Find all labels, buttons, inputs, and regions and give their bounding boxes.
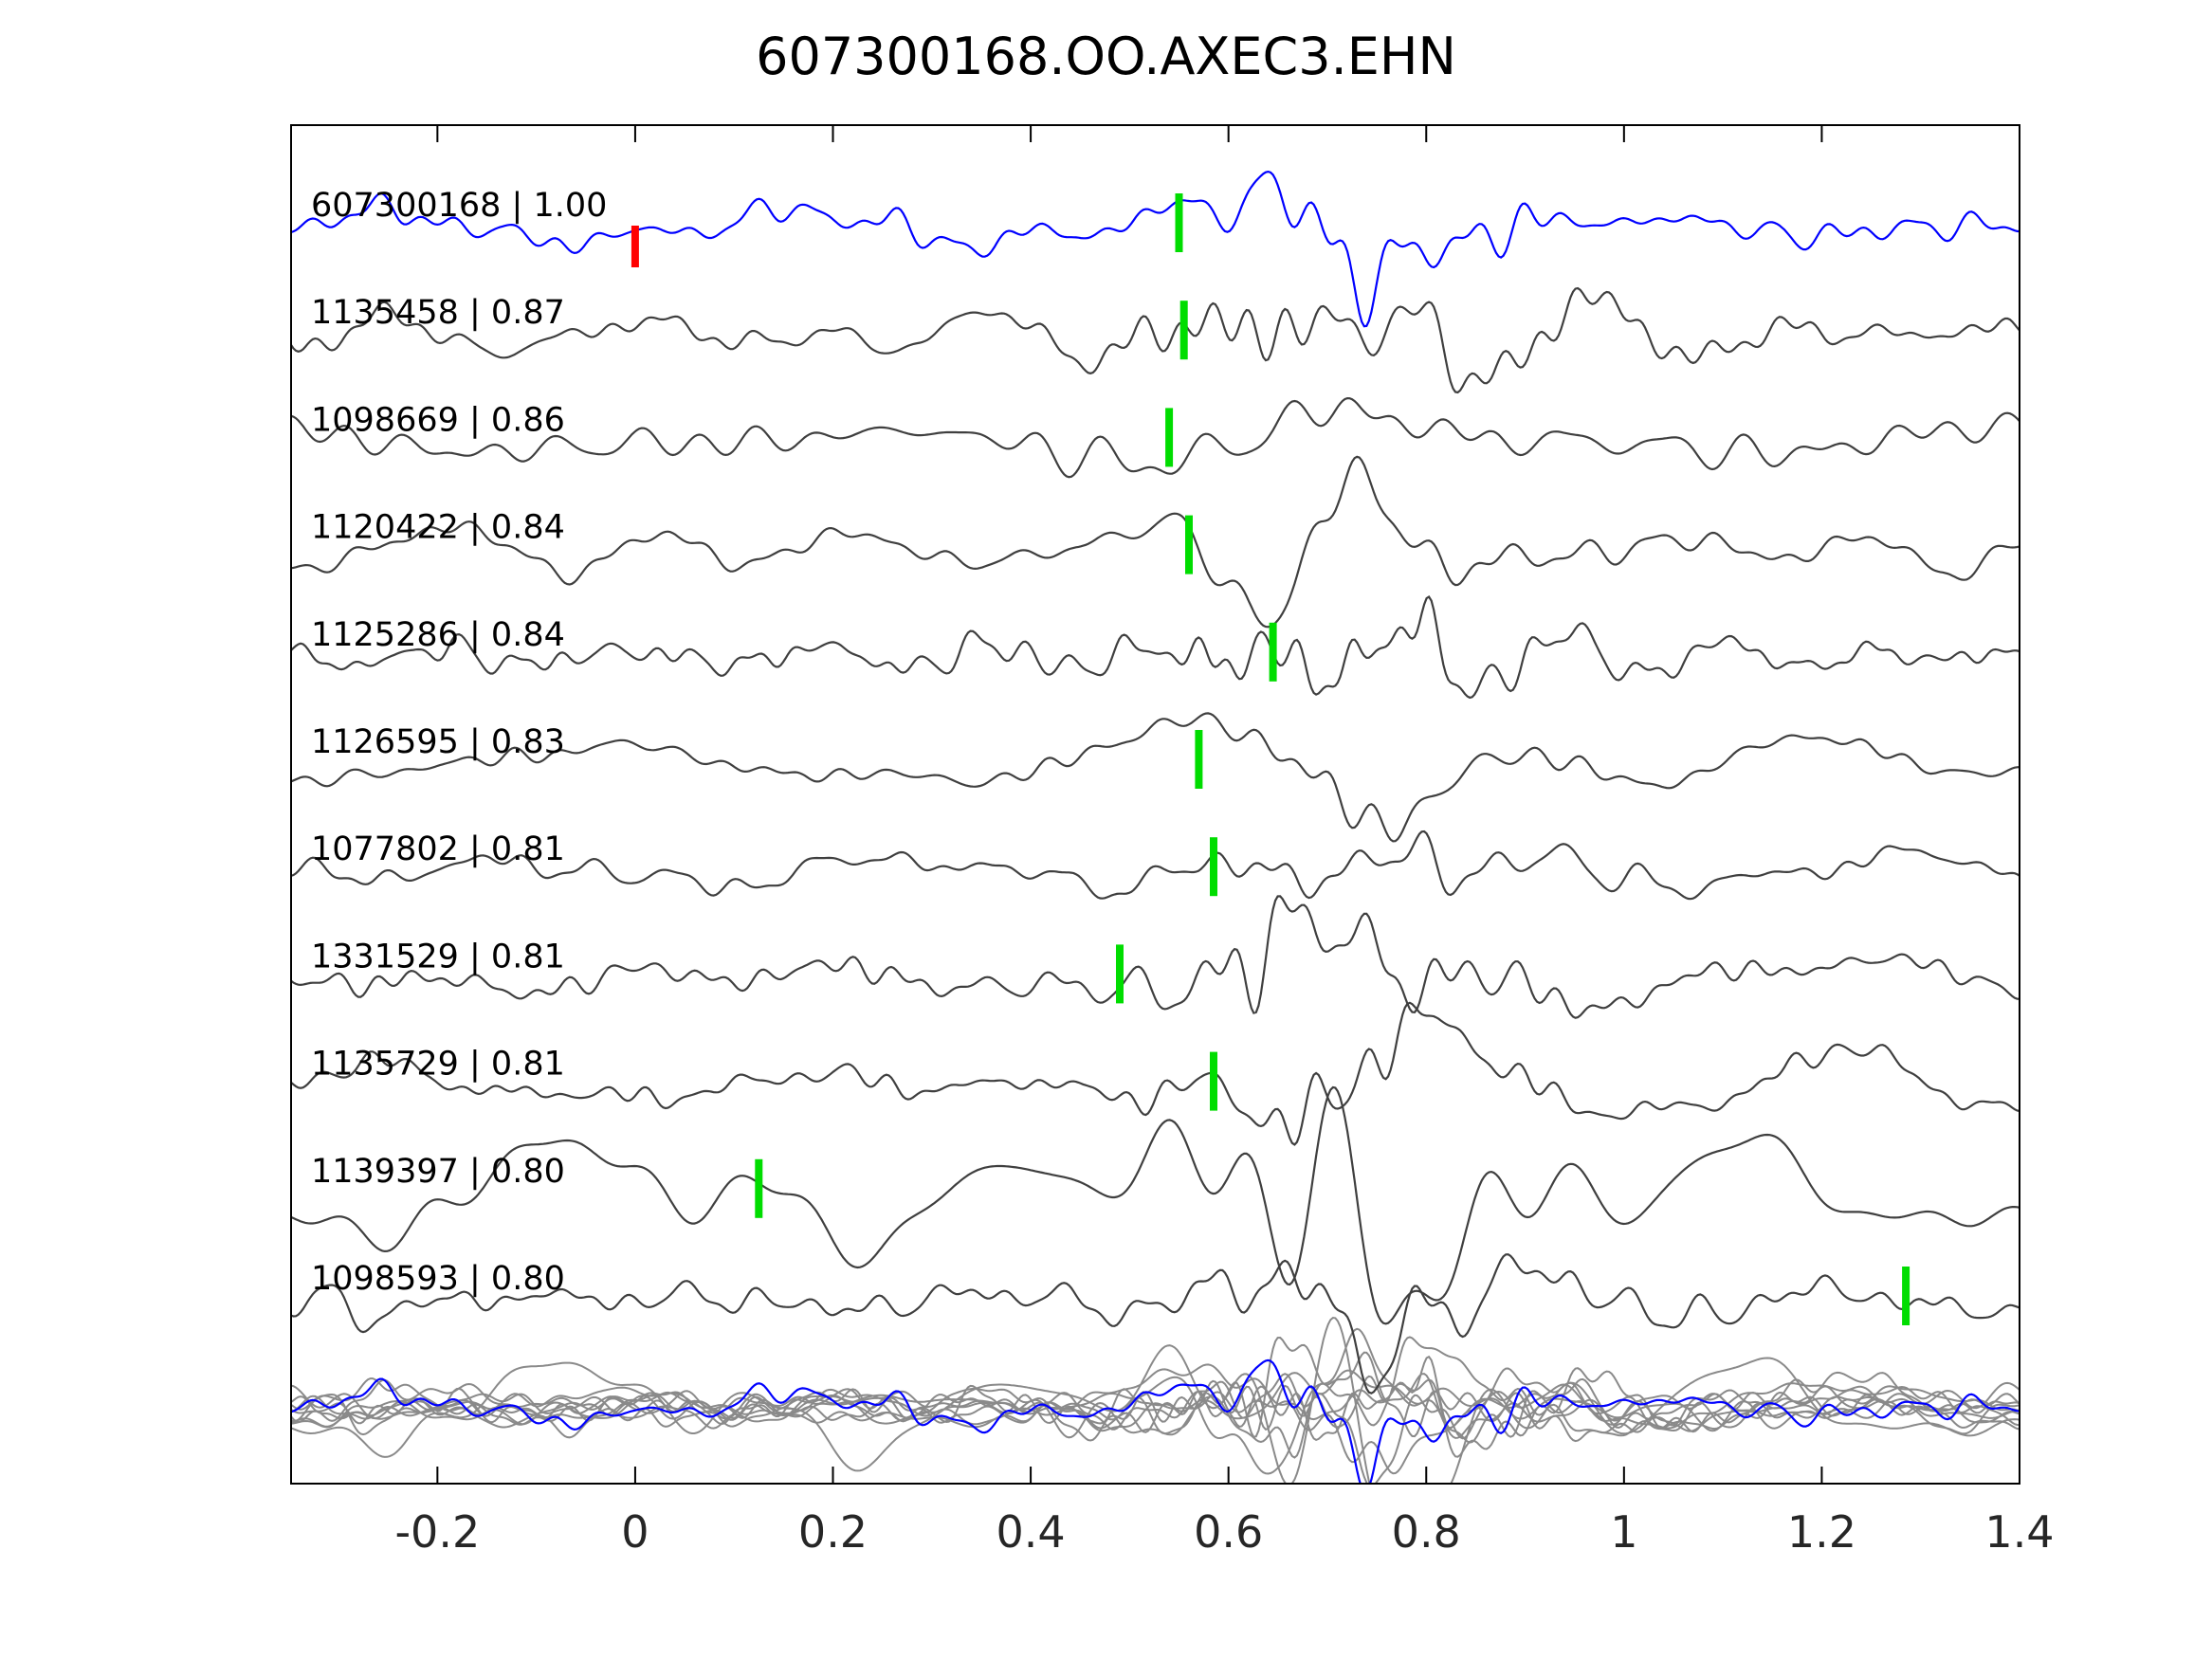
- trace-label: 1135729 | 0.81: [311, 1046, 565, 1084]
- pick-marker: [1175, 193, 1183, 252]
- pick-marker: [1902, 1267, 1910, 1325]
- trace-label: 1135458 | 0.87: [311, 294, 565, 332]
- waveform-trace: [291, 895, 2020, 1019]
- waveform-trace: [291, 830, 2020, 901]
- plot-border: [290, 124, 2020, 1485]
- pick-marker: [1210, 837, 1217, 897]
- x-tick-label: 1.4: [1984, 1506, 2054, 1558]
- trace-label: 1120422 | 0.84: [311, 509, 565, 547]
- pick-marker: [1210, 1051, 1217, 1111]
- pick-marker: [755, 1158, 763, 1218]
- x-tick-label: 0: [621, 1506, 649, 1558]
- trace-label: 1125286 | 0.84: [311, 616, 565, 654]
- pick-marker: [1185, 515, 1193, 574]
- x-tick-label: 0.8: [1392, 1506, 1461, 1558]
- traces-group: [291, 170, 2020, 1484]
- waveform-trace: [291, 712, 2020, 843]
- trace-label: 1077802 | 0.81: [311, 830, 565, 868]
- reference-pick-marker: [631, 226, 639, 267]
- x-tick-label: 1: [1610, 1506, 1637, 1558]
- overlay-trace: [291, 1363, 2020, 1475]
- overlay-trace: [291, 1336, 2020, 1443]
- x-tick-label: -0.2: [394, 1506, 480, 1558]
- waveform-trace: [291, 1085, 2020, 1325]
- trace-label: 607300168 | 1.00: [311, 187, 607, 225]
- waveform-trace: [291, 1253, 2020, 1395]
- overlay-reference-trace: [291, 1358, 2020, 1484]
- waveform-trace: [291, 170, 2020, 328]
- trace-label: 1098669 | 0.86: [311, 401, 565, 439]
- waveform-trace: [291, 286, 2020, 394]
- trace-label: 1098593 | 0.80: [311, 1260, 565, 1298]
- x-tick-label: 0.4: [996, 1506, 1066, 1558]
- trace-label: 1139397 | 0.80: [311, 1153, 565, 1191]
- waveform-trace: [291, 396, 2020, 479]
- overlay-trace: [291, 1336, 2020, 1459]
- trace-label: 1126595 | 0.83: [311, 723, 565, 761]
- waveform-trace: [291, 455, 2020, 629]
- pick-marker: [1179, 301, 1188, 360]
- pick-marker: [1195, 730, 1203, 789]
- x-tick-label: 0.6: [1194, 1506, 1263, 1558]
- pick-marker: [1269, 622, 1277, 682]
- pick-marker: [1116, 944, 1124, 1004]
- overlay-trace: [291, 1367, 2020, 1484]
- x-tick-label: 0.2: [798, 1506, 868, 1558]
- pick-marker: [1165, 408, 1174, 467]
- trace-label: 1331529 | 0.81: [311, 938, 565, 975]
- overlay-trace: [291, 1316, 2020, 1484]
- waveform-trace: [291, 1001, 2020, 1146]
- chart-title: 607300168.OO.AXEC3.EHN: [756, 27, 1456, 86]
- waveform-trace: [291, 594, 2020, 700]
- x-tick-label: 1.2: [1787, 1506, 1856, 1558]
